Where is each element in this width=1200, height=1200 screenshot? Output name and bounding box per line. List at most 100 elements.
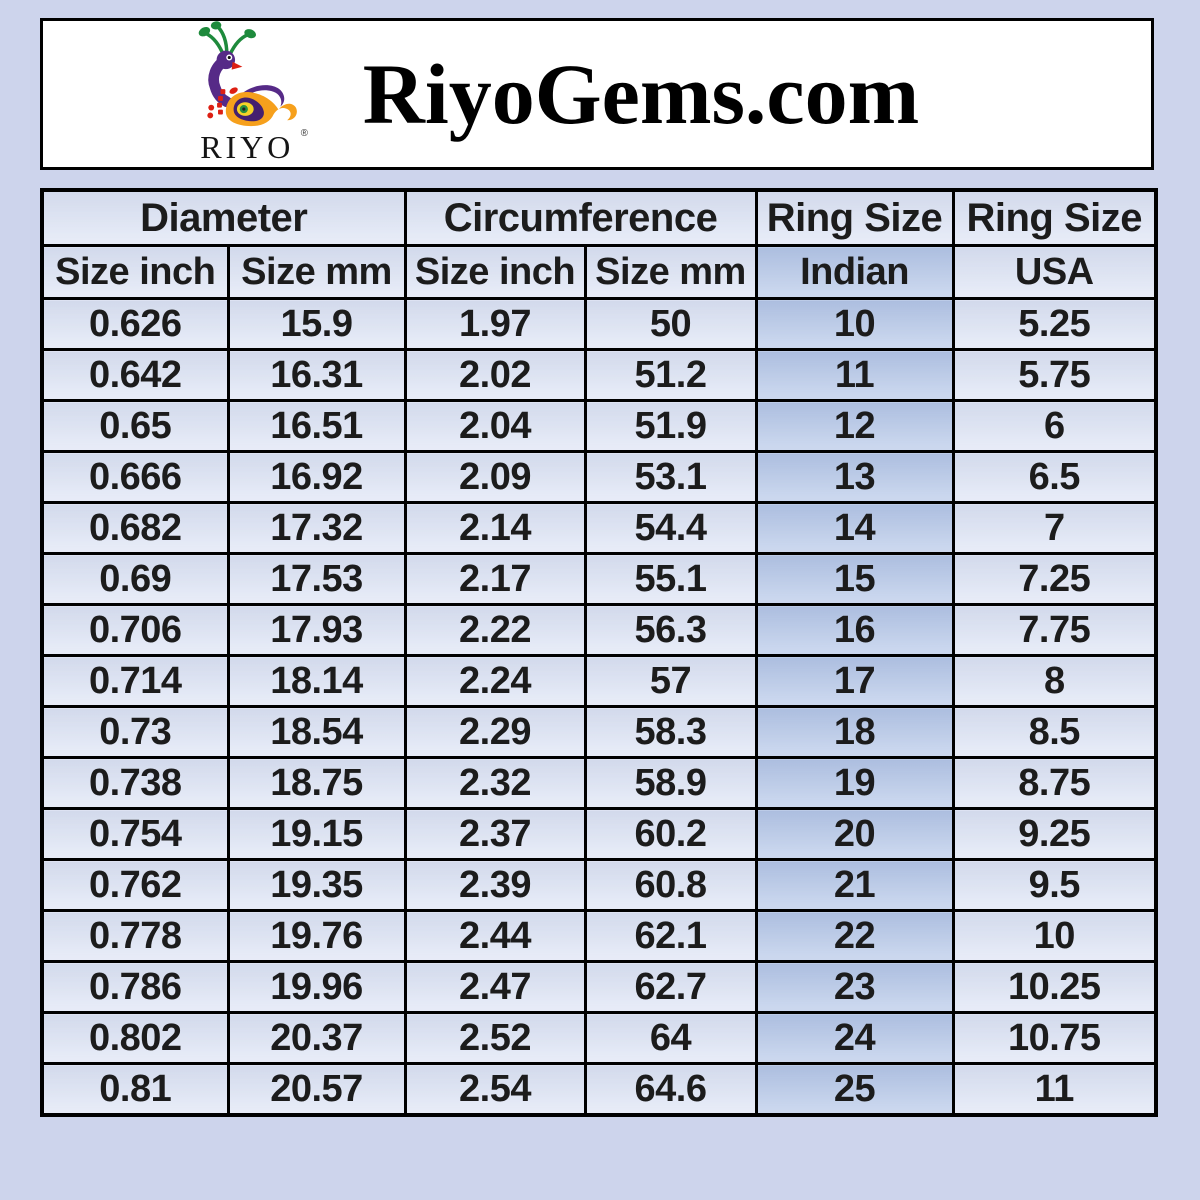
table-cell: 56.3 [583, 603, 758, 657]
table-row: 0.626 15.9 1.97 50 10 5.25 [40, 297, 1158, 351]
table-cell: 2.09 [403, 450, 587, 504]
table-cell: 2.29 [403, 705, 587, 759]
table-cell: 25 [754, 1062, 955, 1117]
table-cell: 0.65 [40, 399, 230, 453]
table-cell: 10 [754, 297, 955, 351]
table-cell: 9.25 [951, 807, 1158, 861]
sub-header-size-mm: Size mm [583, 244, 758, 300]
table-cell: 24 [754, 1011, 955, 1065]
table-cell: 62.1 [583, 909, 758, 963]
table-cell: 5.75 [951, 348, 1158, 402]
site-title: RiyoGems.com [362, 46, 920, 142]
table-cell: 0.69 [40, 552, 230, 606]
table-cell: 2.44 [403, 909, 587, 963]
table-cell: 17.53 [226, 552, 407, 606]
group-header-row: Diameter Circumference Ring Size Ring Si… [40, 188, 1158, 247]
table-cell: 0.682 [40, 501, 230, 555]
table-cell: 50 [583, 297, 758, 351]
table-row: 0.714 18.14 2.24 57 17 8 [40, 654, 1158, 708]
table-cell: 8.5 [951, 705, 1158, 759]
table-cell: 17.93 [226, 603, 407, 657]
table-cell: 16.92 [226, 450, 407, 504]
table-cell: 16 [754, 603, 955, 657]
table-cell: 2.24 [403, 654, 587, 708]
table-cell: 1.97 [403, 297, 587, 351]
table-row: 0.81 20.57 2.54 64.6 25 11 [40, 1062, 1158, 1117]
table-cell: 12 [754, 399, 955, 453]
table-cell: 6 [951, 399, 1158, 453]
table-cell: 13 [754, 450, 955, 504]
riyo-peacock-logo-icon: RIYO ® [198, 21, 309, 165]
table-row: 0.738 18.75 2.32 58.9 19 8.75 [40, 756, 1158, 810]
table-cell: 60.8 [583, 858, 758, 912]
table-cell: 2.04 [403, 399, 587, 453]
group-header-ring-size-usa: Ring Size [951, 188, 1158, 247]
table-cell: 7 [951, 501, 1158, 555]
table-cell: 6.5 [951, 450, 1158, 504]
table-row: 0.762 19.35 2.39 60.8 21 9.5 [40, 858, 1158, 912]
table-body: 0.626 15.9 1.97 50 10 5.25 0.642 16.31 2.02 51.2 1… [40, 297, 1158, 1117]
table-cell: 16.31 [226, 348, 407, 402]
table-cell: 2.52 [403, 1011, 587, 1065]
table-cell: 0.714 [40, 654, 230, 708]
table-row: 0.706 17.93 2.22 56.3 16 7.75 [40, 603, 1158, 657]
table-cell: 9.5 [951, 858, 1158, 912]
table-cell: 62.7 [583, 960, 758, 1014]
table-cell: 51.2 [583, 348, 758, 402]
table-cell: 7.25 [951, 552, 1158, 606]
table-cell: 19.35 [226, 858, 407, 912]
table-cell: 57 [583, 654, 758, 708]
table-cell: 2.22 [403, 603, 587, 657]
table-cell: 7.75 [951, 603, 1158, 657]
table-row: 0.73 18.54 2.29 58.3 18 8.5 [40, 705, 1158, 759]
table-cell: 2.17 [403, 552, 587, 606]
table-cell: 2.54 [403, 1062, 587, 1117]
table-cell: 19.15 [226, 807, 407, 861]
sub-header-size-inch: Size inch [40, 244, 230, 300]
table-cell: 2.32 [403, 756, 587, 810]
table-cell: 64 [583, 1011, 758, 1065]
group-header-diameter: Diameter [40, 188, 407, 247]
table-cell: 0.802 [40, 1011, 230, 1065]
table-cell: 11 [951, 1062, 1158, 1117]
registered-trademark-icon: ® [301, 128, 309, 139]
table-cell: 14 [754, 501, 955, 555]
ring-size-table: Diameter Circumference Ring Size Ring Si… [40, 188, 1159, 1117]
group-header-circumference: Circumference [403, 188, 758, 247]
table-cell: 60.2 [583, 807, 758, 861]
table-row: 0.69 17.53 2.17 55.1 15 7.25 [40, 552, 1158, 606]
table-cell: 51.9 [583, 399, 758, 453]
table-row: 0.778 19.76 2.44 62.1 22 10 [40, 909, 1158, 963]
table-cell: 19.96 [226, 960, 407, 1014]
table-row: 0.682 17.32 2.14 54.4 14 7 [40, 501, 1158, 555]
table-cell: 11 [754, 348, 955, 402]
table-cell: 5.25 [951, 297, 1158, 351]
table-cell: 18 [754, 705, 955, 759]
table-cell: 17.32 [226, 501, 407, 555]
table-row: 0.786 19.96 2.47 62.7 23 10.25 [40, 960, 1158, 1014]
table-cell: 17 [754, 654, 955, 708]
table-cell: 0.642 [40, 348, 230, 402]
table-cell: 8 [951, 654, 1158, 708]
table-cell: 2.14 [403, 501, 587, 555]
sub-header-size-mm: Size mm [226, 244, 407, 300]
table-row: 0.802 20.37 2.52 64 24 10.75 [40, 1011, 1158, 1065]
table-cell: 18.54 [226, 705, 407, 759]
table-row: 0.666 16.92 2.09 53.1 13 6.5 [40, 450, 1158, 504]
table-cell: 0.626 [40, 297, 230, 351]
table-cell: 0.81 [40, 1062, 230, 1117]
table-cell: 0.762 [40, 858, 230, 912]
table-cell: 15.9 [226, 297, 407, 351]
sub-header-size-inch: Size inch [403, 244, 587, 300]
table-cell: 8.75 [951, 756, 1158, 810]
table-cell: 18.75 [226, 756, 407, 810]
table-cell: 0.738 [40, 756, 230, 810]
table-cell: 2.39 [403, 858, 587, 912]
table-cell: 2.37 [403, 807, 587, 861]
sub-header-usa: USA [951, 244, 1158, 300]
sub-header-row: Size inch Size mm Size inch Size mm Indian US… [40, 244, 1158, 300]
table-cell: 2.02 [403, 348, 587, 402]
table-cell: 0.666 [40, 450, 230, 504]
table-cell: 18.14 [226, 654, 407, 708]
